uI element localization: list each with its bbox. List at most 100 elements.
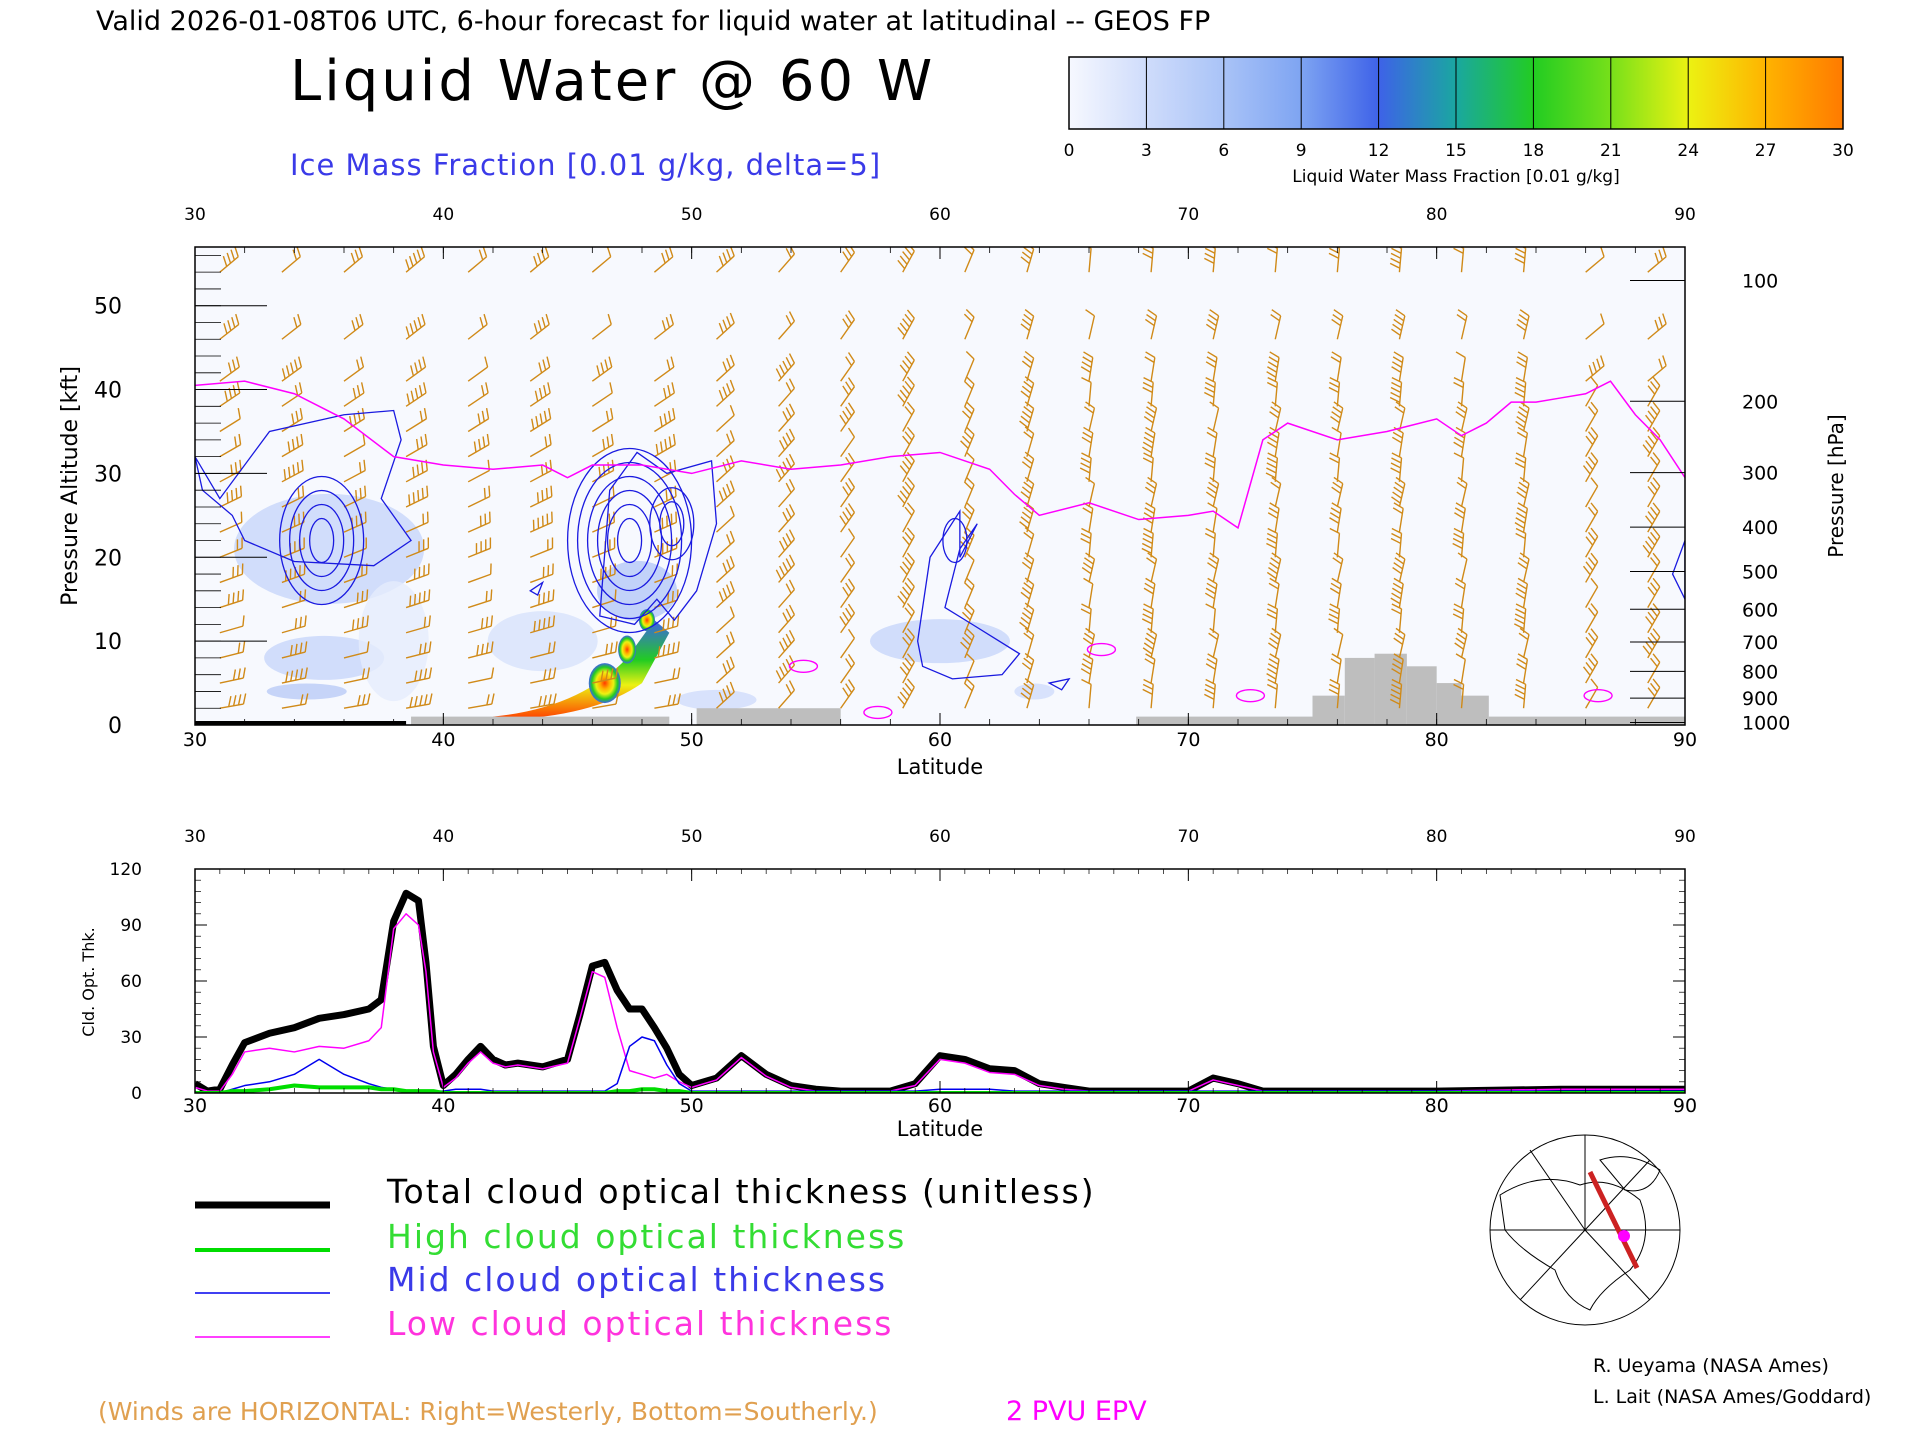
wind-barb [530, 667, 557, 684]
wind-barb [899, 351, 915, 382]
x-tick-label: 90 [1673, 1095, 1697, 1117]
wind-barb [1020, 376, 1035, 407]
cross-section-y-label: Pressure Altitude [kft] [58, 366, 83, 606]
x-tick-label-top: 80 [1426, 205, 1448, 225]
wind-barb [1585, 678, 1599, 709]
wind-barb [529, 459, 553, 483]
wind-barb [1455, 351, 1466, 382]
wind-barb [1021, 652, 1035, 684]
wind-barb [343, 356, 365, 382]
wind-barb [467, 382, 489, 407]
ice-contour-ring [596, 489, 663, 592]
wind-barb [592, 641, 618, 659]
wind-barb [219, 667, 246, 684]
wind-barb [778, 579, 796, 609]
wind-barb [592, 563, 616, 584]
wind-barb [405, 615, 431, 634]
x-tick-label-top: 60 [929, 827, 951, 847]
wind-barb [716, 354, 735, 382]
wind-barb [840, 310, 856, 340]
wind-barb [281, 247, 301, 273]
wind-barb [281, 356, 303, 382]
wind-barb [467, 589, 493, 609]
wind-barb [1582, 653, 1599, 684]
wind-barb [716, 480, 735, 508]
wind-barb [1141, 527, 1154, 558]
pressure-tick-label: 600 [1742, 599, 1778, 621]
wind-barb [1021, 552, 1035, 583]
wind-barb [529, 537, 554, 558]
wind-barb [1647, 247, 1667, 273]
ice-contour-ring [586, 475, 673, 606]
wind-barb [775, 655, 796, 684]
wind-barb [591, 356, 613, 382]
x-tick-label: 50 [680, 729, 704, 751]
wind-barb [1390, 577, 1404, 608]
wind-barb [1204, 452, 1216, 482]
wind-barb [592, 667, 619, 684]
pressure-tick-label: 100 [1742, 271, 1778, 293]
wind-barb [1142, 627, 1158, 659]
wind-barb [405, 433, 428, 458]
wind-barb [840, 528, 856, 558]
wind-barb [1642, 527, 1661, 558]
x-tick-label: 30 [183, 1095, 207, 1117]
wind-barb [343, 667, 370, 684]
wind-barb [219, 485, 243, 508]
wind-barb [1142, 426, 1156, 457]
y-tick-label: 20 [94, 546, 122, 571]
wind-barb [529, 408, 552, 433]
y-tick-label: 50 [94, 295, 122, 320]
pressure-tick-label: 700 [1742, 632, 1778, 654]
wind-barb [902, 628, 915, 659]
series-line-high [195, 1083, 1685, 1093]
colorbar-cell [1688, 57, 1767, 129]
terrain-block [1136, 716, 1313, 725]
valid-time-line: Valid 2026-01-08T06 UTC, 6-hour forecast… [96, 6, 1210, 37]
wind-barb [654, 537, 678, 558]
wind-barb [467, 433, 490, 458]
ice-shading-patch [1014, 683, 1055, 700]
wind-barb [1144, 476, 1158, 508]
wind-barb [592, 589, 617, 609]
ice-shading-patch [676, 689, 757, 710]
wind-barb [1266, 351, 1280, 382]
wind-barb [1389, 376, 1403, 407]
wind-barb [281, 408, 303, 433]
ice-contour-small [1047, 677, 1071, 691]
wind-barb [1332, 552, 1344, 583]
colorbar-tick-label: 30 [1832, 141, 1854, 161]
wind-barb [716, 404, 735, 433]
wind-barb [1333, 627, 1344, 659]
wind-barb [343, 589, 369, 609]
wind-barb [1266, 653, 1280, 684]
x-tick-label-top: 70 [1178, 205, 1200, 225]
wind-barb [219, 563, 244, 584]
wind-barb [1019, 501, 1035, 533]
x-tick-label: 30 [183, 729, 207, 751]
epv-2pvu-line [195, 380, 1685, 530]
wind-barb [1081, 376, 1092, 407]
wind-barb [902, 401, 915, 432]
wind-barb [1390, 527, 1403, 558]
wind-barb [467, 247, 488, 273]
wind-barb [1456, 476, 1468, 508]
wind-barb [1585, 313, 1605, 340]
wind-barb [960, 627, 975, 659]
wind-barb [1081, 552, 1096, 583]
wind-barb [405, 459, 428, 483]
wind-barb [1081, 426, 1094, 457]
optical-thickness-series [195, 889, 1685, 1093]
wind-barb [902, 527, 915, 558]
wind-barb [1647, 552, 1661, 583]
wind-barb [778, 680, 796, 709]
wind-barb [1331, 426, 1342, 457]
wind-barb [468, 667, 495, 684]
wind-barb [529, 433, 552, 458]
wind-barb [1080, 603, 1092, 633]
wind-barb [1023, 627, 1035, 659]
wind-barb [1453, 452, 1465, 482]
wind-barb [219, 511, 243, 533]
wind-barb [343, 382, 365, 407]
wind-barb [1020, 309, 1035, 340]
